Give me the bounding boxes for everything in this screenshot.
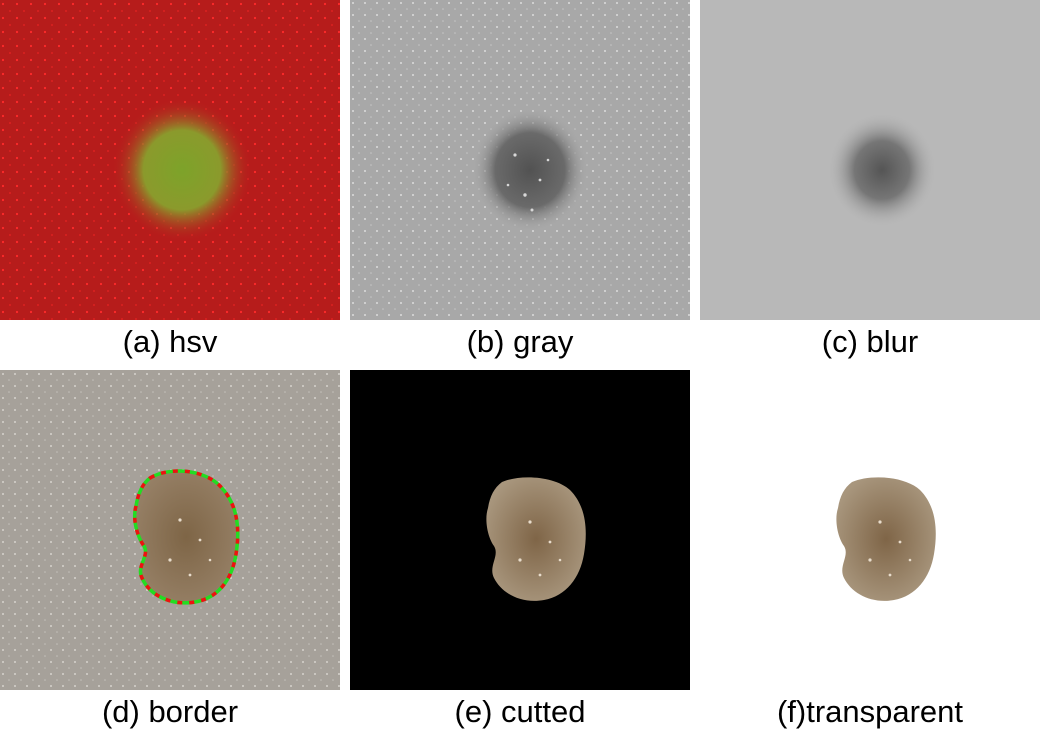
panel-d-image — [0, 370, 340, 690]
panel-a-image — [0, 0, 340, 320]
panel-d-caption: (d) border — [101, 694, 239, 729]
panel-c-image — [700, 0, 1040, 320]
panel-e-image — [350, 370, 690, 690]
panel-f-caption: (f)transparent — [776, 694, 964, 729]
panel-e-caption: (e) cutted — [454, 694, 586, 729]
panel-a-caption: (a) hsv — [122, 324, 218, 359]
panel-b-image — [350, 0, 690, 320]
panel-f-image — [700, 370, 1040, 690]
panel-c-caption: (c) blur — [821, 324, 919, 359]
panel-b-caption: (b) gray — [466, 324, 574, 359]
